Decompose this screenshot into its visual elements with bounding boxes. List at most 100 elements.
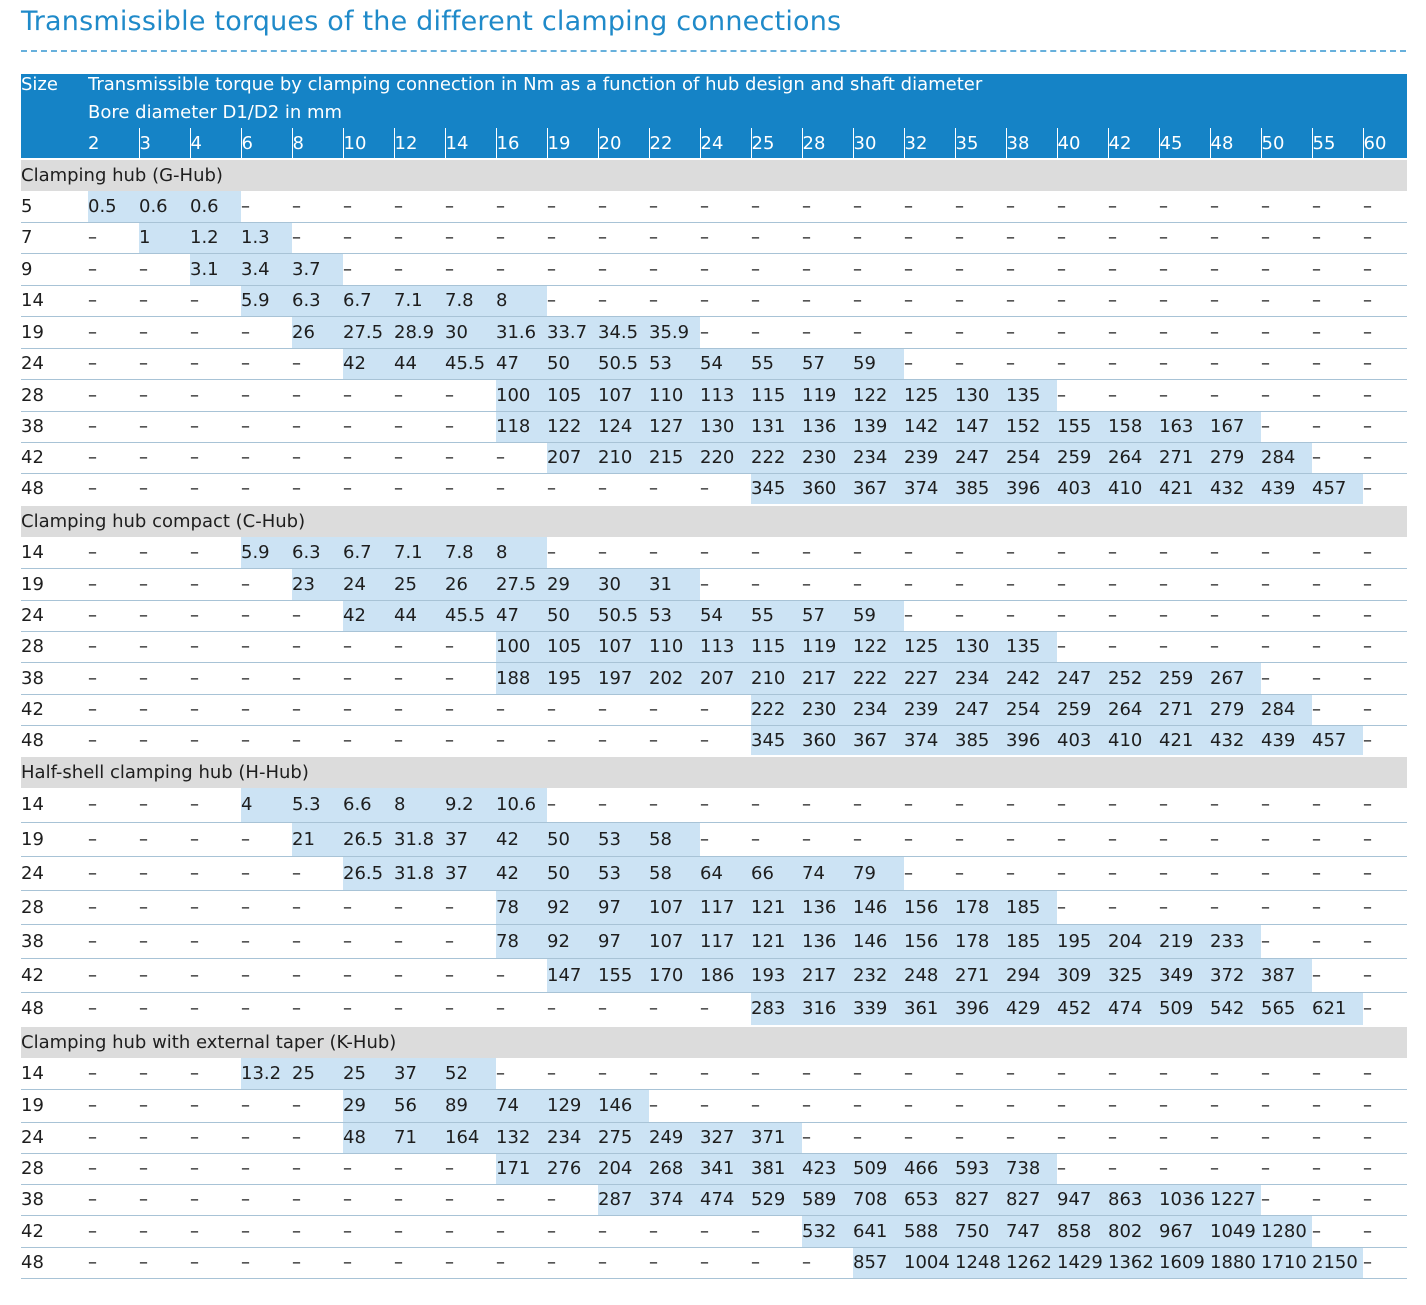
- torque-value-cell: 220: [700, 442, 751, 474]
- torque-value-cell: 186: [700, 958, 751, 993]
- torque-value-cell: 1227: [1210, 1184, 1261, 1216]
- empty-cell: –: [292, 222, 343, 254]
- empty-cell: –: [649, 191, 700, 223]
- empty-cell: –: [292, 1153, 343, 1185]
- table-row: 14– – –5.9 6.3 6.7 7.1 7.8 8– – – – – – – – – – – – – – – – –: [21, 285, 1408, 317]
- torque-value-cell: 967: [1159, 1215, 1210, 1248]
- empty-cell: –: [1057, 537, 1108, 569]
- torque-value-cell: 1880: [1210, 1247, 1261, 1279]
- size-cell: 19: [21, 316, 88, 349]
- empty-cell: –: [802, 537, 853, 569]
- torque-value-cell: 130: [955, 379, 1006, 412]
- empty-cell: –: [190, 348, 241, 380]
- torque-value-cell: 178: [955, 924, 1006, 959]
- torque-value-cell: 53: [598, 822, 649, 857]
- empty-cell: –: [1006, 1122, 1057, 1154]
- table-row: 9– –3.1 3.4 3.7– – – – – – – – – – – – – – – – – – – – –: [21, 253, 1408, 286]
- torque-value-cell: 29: [343, 1089, 394, 1123]
- empty-cell: –: [1363, 191, 1408, 223]
- torque-value-cell: 5.9: [241, 285, 292, 317]
- empty-cell: –: [241, 1122, 292, 1154]
- torque-value-cell: 385: [955, 725, 1006, 757]
- empty-cell: –: [1210, 600, 1261, 632]
- empty-cell: –: [241, 822, 292, 857]
- diameter-header: 38: [1005, 128, 1057, 159]
- torque-value-cell: 1.3: [241, 222, 292, 254]
- empty-cell: –: [88, 822, 139, 857]
- empty-cell: –: [904, 1089, 955, 1123]
- empty-cell: –: [904, 285, 955, 317]
- diameter-header: 48: [1209, 128, 1261, 159]
- empty-cell: –: [1159, 1153, 1210, 1185]
- torque-value-cell: 863: [1108, 1184, 1159, 1216]
- section-header-row: Clamping hub compact (C-Hub): [21, 504, 1408, 537]
- empty-cell: –: [1006, 568, 1057, 601]
- empty-cell: –: [241, 600, 292, 632]
- torque-value-cell: 27.5: [496, 568, 547, 601]
- empty-cell: –: [343, 694, 394, 726]
- torque-value-cell: 42: [496, 856, 547, 891]
- empty-cell: –: [1363, 379, 1408, 412]
- table-row: 48– – – – – – – – – – – – –345 360 367 374 385 396 403 410 4…: [21, 473, 1408, 506]
- empty-cell: –: [1261, 1153, 1312, 1185]
- torque-value-cell: 124: [598, 411, 649, 443]
- empty-cell: –: [1006, 348, 1057, 380]
- empty-cell: –: [343, 442, 394, 474]
- torque-value-cell: 247: [1057, 662, 1108, 695]
- torque-value-cell: 110: [649, 379, 700, 412]
- size-cell: 24: [21, 600, 88, 632]
- empty-cell: –: [292, 1184, 343, 1216]
- empty-cell: –: [241, 631, 292, 663]
- empty-cell: –: [751, 222, 802, 254]
- empty-cell: –: [88, 348, 139, 380]
- diameter-header: 45: [1158, 128, 1210, 159]
- torque-value-cell: 8: [496, 285, 547, 317]
- empty-cell: –: [496, 1247, 547, 1279]
- empty-cell: –: [139, 1247, 190, 1279]
- torque-value-cell: 113: [700, 631, 751, 663]
- empty-cell: –: [1363, 1247, 1408, 1279]
- size-cell: 42: [21, 442, 88, 474]
- empty-cell: –: [751, 1215, 802, 1248]
- torque-value-cell: 74: [496, 1089, 547, 1123]
- torque-value-cell: 121: [751, 890, 802, 925]
- empty-cell: –: [241, 890, 292, 925]
- empty-cell: –: [394, 379, 445, 412]
- torque-value-cell: 50: [547, 600, 598, 632]
- size-cell: 38: [21, 411, 88, 443]
- torque-value-cell: 147: [955, 411, 1006, 443]
- torque-value-cell: 119: [802, 631, 853, 663]
- torque-value-cell: 439: [1261, 473, 1312, 506]
- empty-cell: –: [190, 822, 241, 857]
- size-cell: 5: [21, 191, 88, 223]
- empty-cell: –: [1363, 822, 1408, 857]
- torque-value-cell: 117: [700, 924, 751, 959]
- table-row: 38– – – – – – – –188 195 197 202 207 210 217 222 227 234…: [21, 662, 1408, 695]
- torque-value-cell: 135: [1006, 631, 1057, 663]
- torque-value-cell: 7.8: [445, 537, 496, 569]
- torque-value-cell: 529: [751, 1184, 802, 1216]
- empty-cell: –: [802, 1058, 853, 1090]
- empty-cell: –: [292, 1247, 343, 1279]
- torque-value-cell: 136: [802, 411, 853, 443]
- size-cell: 9: [21, 253, 88, 286]
- empty-cell: –: [1261, 285, 1312, 317]
- size-cell: 19: [21, 1089, 88, 1123]
- torque-value-cell: 3.1: [190, 253, 241, 286]
- empty-cell: –: [343, 890, 394, 925]
- empty-cell: –: [1261, 662, 1312, 695]
- empty-cell: –: [1363, 1184, 1408, 1216]
- torque-value-cell: 129: [547, 1089, 598, 1123]
- torque-value-cell: 37: [445, 822, 496, 857]
- empty-cell: –: [343, 924, 394, 959]
- empty-cell: –: [1159, 822, 1210, 857]
- torque-value-cell: 146: [853, 924, 904, 959]
- diameter-header: 40: [1056, 128, 1108, 159]
- empty-cell: –: [190, 662, 241, 695]
- empty-cell: –: [139, 890, 190, 925]
- empty-cell: –: [1312, 600, 1363, 632]
- empty-cell: –: [1159, 568, 1210, 601]
- torque-value-cell: 170: [649, 958, 700, 993]
- empty-cell: –: [1057, 222, 1108, 254]
- empty-cell: –: [139, 788, 190, 823]
